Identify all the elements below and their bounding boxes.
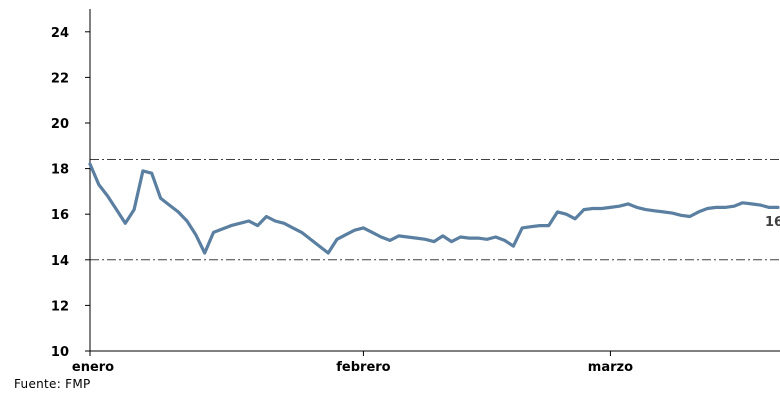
series-line <box>88 162 780 255</box>
reference-lines <box>90 158 780 261</box>
y-tick-label: 22 <box>51 71 69 86</box>
y-tick-label: 24 <box>51 26 69 41</box>
x-tick-label: febrero <box>336 360 390 375</box>
end-value-label: 16 <box>765 215 780 230</box>
x-tick-label: marzo <box>588 360 633 375</box>
x-tick-label: enero <box>72 360 114 375</box>
y-tick-label: 12 <box>51 299 69 314</box>
y-tick-label: 14 <box>51 254 69 269</box>
y-axis-ticks: 10 12 14 16 18 20 22 24 <box>51 26 90 360</box>
source-note: Fuente: FMP <box>14 377 91 391</box>
x-axis-ticks: enero febrero marzo <box>72 351 633 375</box>
y-tick-label: 16 <box>51 208 69 223</box>
y-tick-label: 20 <box>51 117 69 132</box>
y-tick-label: 18 <box>51 163 69 178</box>
y-tick-label: 10 <box>51 345 69 360</box>
